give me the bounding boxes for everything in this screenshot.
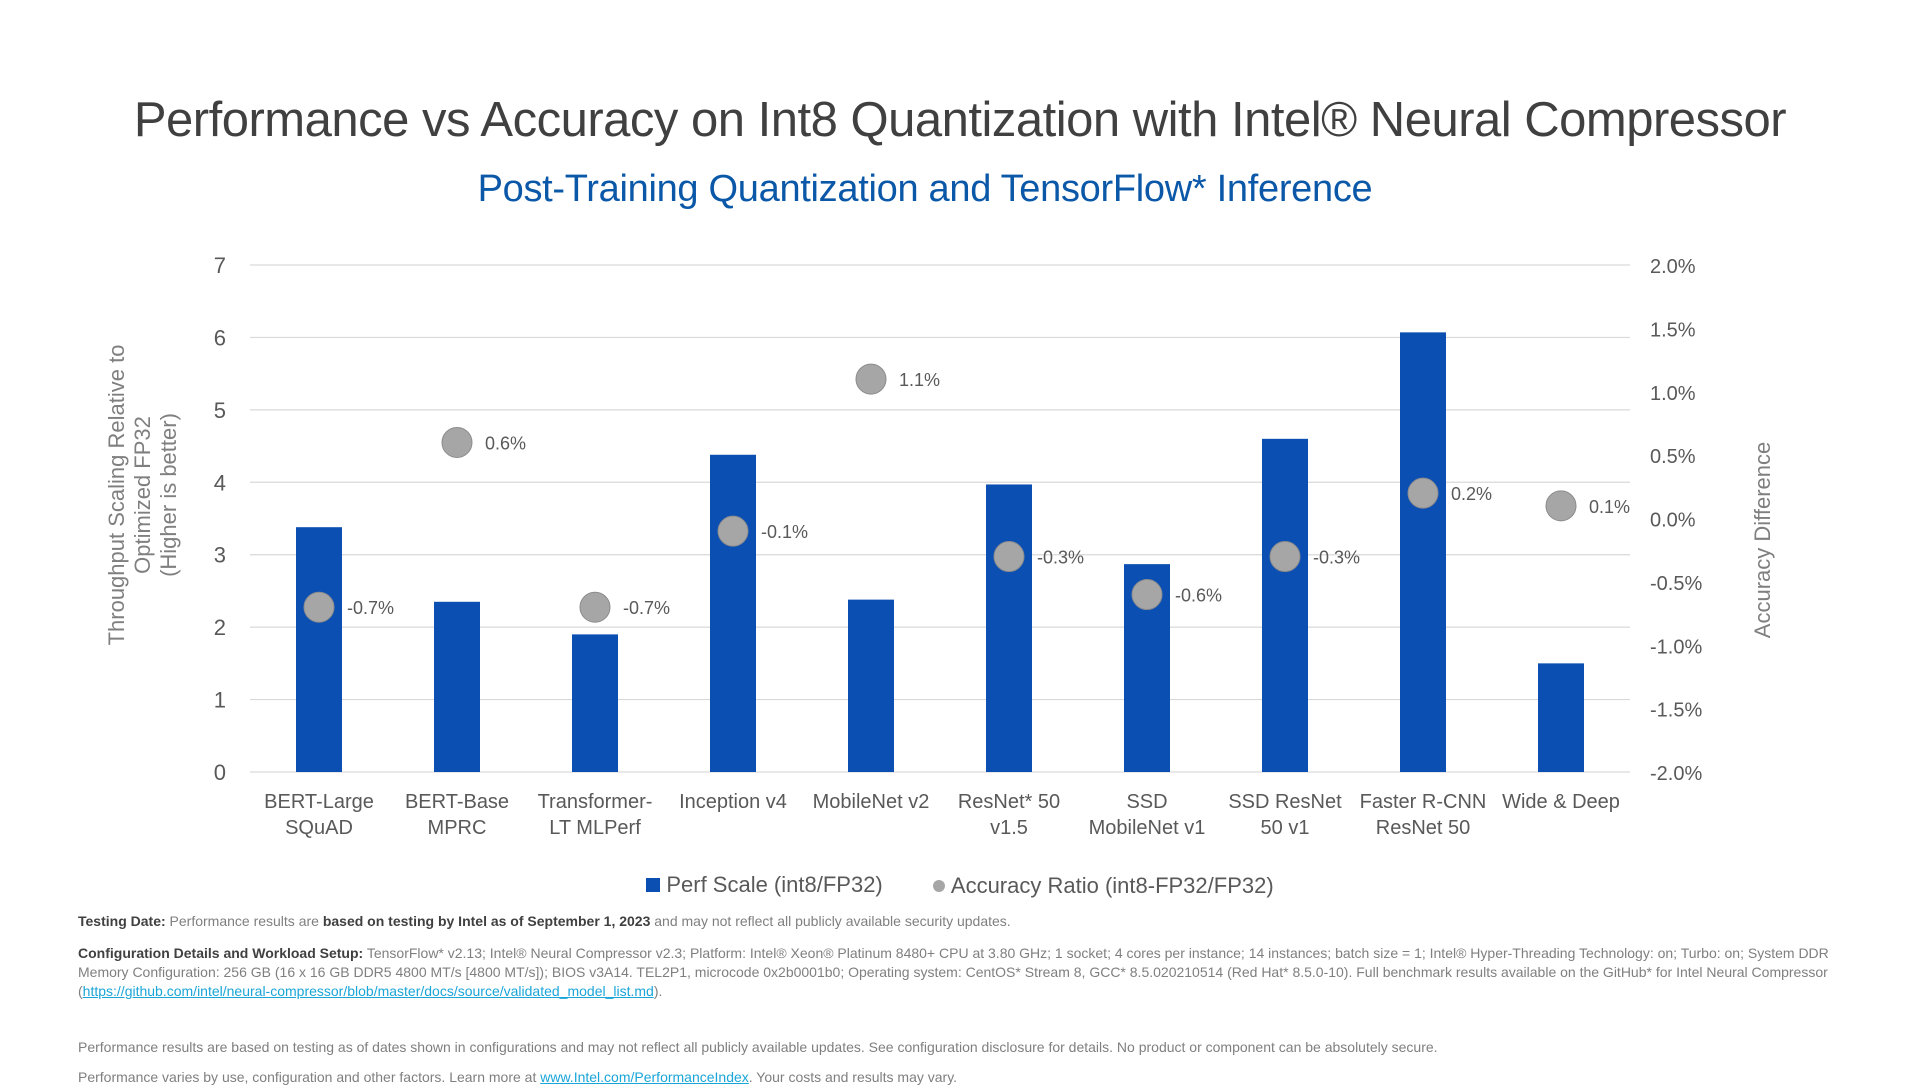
x-tick-label: ResNet* 50 xyxy=(958,791,1060,813)
y-right-tick-label: -1.5% xyxy=(1650,700,1702,722)
testing-date-text: Performance results are xyxy=(169,913,323,929)
accuracy-dot xyxy=(441,426,473,458)
x-tick-label: 50 v1 xyxy=(1261,817,1310,839)
testing-date-label: Testing Date: xyxy=(78,913,166,929)
accuracy-dot xyxy=(855,363,887,395)
x-tick-label: SSD ResNet xyxy=(1228,791,1342,813)
legend-bar-swatch xyxy=(646,878,661,892)
y-left-tick-label: 0 xyxy=(214,760,226,785)
accuracy-data-label: 0.1% xyxy=(1589,497,1630,517)
y-left-tick-label: 5 xyxy=(214,398,226,423)
x-tick-label: SSD xyxy=(1126,791,1167,813)
testing-date-bold: based on testing by Intel as of Septembe… xyxy=(322,913,651,929)
y-left-tick-label: 2 xyxy=(214,615,226,640)
disclaimer-2: Performance varies by use, configuration… xyxy=(78,1068,1848,1087)
x-axis-labels: BERT-Large SQuAD BERT-Base MPRC Transformer-… xyxy=(264,791,1620,839)
y-axis-left-label-line: (Higher is better) xyxy=(156,413,181,577)
configuration-note: Configuration Details and Workload Setup… xyxy=(78,944,1848,1001)
accuracy-data-label: -0.7% xyxy=(347,598,394,618)
accuracy-dot xyxy=(303,591,335,623)
perf-bar xyxy=(296,527,342,772)
perf-bar xyxy=(1400,332,1446,772)
testing-date-note: Testing Date: Performance results are ba… xyxy=(78,912,1848,931)
accuracy-dot xyxy=(1407,477,1439,509)
config-text: TensorFlow* v2.13; Intel® Neural Compres… xyxy=(78,945,1829,999)
y-left-tick-label: 1 xyxy=(214,688,226,713)
accuracy-data-label: 0.6% xyxy=(485,433,526,453)
disclaimer-2-end: . Your costs and results may vary. xyxy=(748,1069,958,1085)
perf-bar xyxy=(986,484,1032,772)
y-left-tick-label: 7 xyxy=(214,253,226,278)
testing-date-text-end: and may not reflect all publicly availab… xyxy=(650,913,1011,929)
dot-series: -0.7% 0.6% -0.7% -0.1% 1.1% -0.3% -0.6% -0.3% 0.… xyxy=(303,363,1630,623)
x-tick-label: MobileNet v2 xyxy=(813,791,930,813)
y-axis-right-label: Accuracy Difference xyxy=(1750,442,1775,638)
accuracy-dot xyxy=(579,591,611,623)
x-tick-label: BERT-Large xyxy=(264,791,374,813)
y-axis-left-label-line: Throughput Scaling Relative to xyxy=(104,345,129,646)
y-right-tick-label: -2.0% xyxy=(1650,763,1702,785)
legend-item-perf: Perf Scale (int8/FP32) xyxy=(646,872,883,898)
legend-item-accuracy: Accuracy Ratio (int8-FP32/FP32) xyxy=(932,873,1274,899)
accuracy-data-label: -0.3% xyxy=(1313,548,1360,568)
x-tick-label: LT MLPerf xyxy=(549,817,641,839)
accuracy-dot xyxy=(993,541,1025,573)
y-left-tick-label: 6 xyxy=(214,325,226,350)
accuracy-data-label: -0.3% xyxy=(1037,548,1084,568)
x-tick-label: Wide & Deep xyxy=(1502,791,1620,813)
accuracy-data-label: -0.6% xyxy=(1175,586,1222,606)
disclaimer-1: Performance results are based on testing… xyxy=(78,1039,1438,1055)
performance-index-link[interactable]: www.Intel.com/PerformanceIndex xyxy=(540,1069,749,1085)
y-right-tick-label: 1.0% xyxy=(1650,383,1696,405)
x-tick-label: Inception v4 xyxy=(679,791,787,813)
perf-bar xyxy=(1262,438,1308,772)
perf-bar xyxy=(848,599,894,772)
accuracy-dot xyxy=(1269,541,1301,573)
x-tick-label: SQuAD xyxy=(285,817,353,839)
accuracy-dot xyxy=(1131,579,1163,611)
y-left-tick-label: 3 xyxy=(214,543,226,568)
bar-series xyxy=(296,332,1584,772)
y-right-tick-label: 0.5% xyxy=(1650,446,1696,468)
combo-chart: 0 1 2 3 4 5 6 7 -2.0% -1.5% -1.0% -0.5% 0.0% 0.5% 1.0… xyxy=(104,253,1775,839)
y-axis-left-label-line: Optimized FP32 xyxy=(130,416,155,574)
y-left-tick-label: 4 xyxy=(214,470,226,495)
accuracy-dot xyxy=(1545,490,1577,522)
perf-bar xyxy=(572,634,618,772)
chart-legend: Perf Scale (int8/FP32) Accuracy Ratio (i… xyxy=(0,872,1920,899)
perf-bar xyxy=(434,601,480,772)
x-tick-label: Transformer- xyxy=(538,791,653,813)
perf-bar xyxy=(1538,663,1584,772)
perf-bar xyxy=(710,454,756,772)
y-axis-left-label: Throughput Scaling Relative toOptimized … xyxy=(104,345,181,646)
config-link[interactable]: https://github.com/intel/neural-compress… xyxy=(82,983,654,999)
chart-title: Performance vs Accuracy on Int8 Quantiza… xyxy=(133,93,1787,147)
y-right-tick-label: 0.0% xyxy=(1650,510,1696,532)
x-tick-label: BERT-Base xyxy=(405,791,509,813)
x-tick-label: Faster R-CNN xyxy=(1360,791,1487,813)
x-tick-label: MPRC xyxy=(428,817,487,839)
accuracy-data-label: -0.7% xyxy=(623,598,670,618)
y-right-tick-label: 1.5% xyxy=(1650,319,1696,341)
config-end: ). xyxy=(653,983,663,999)
y-right-tick-label: -1.0% xyxy=(1650,636,1702,658)
legend-dot-swatch xyxy=(932,880,945,892)
accuracy-dot xyxy=(717,515,749,547)
accuracy-data-label: 0.2% xyxy=(1451,484,1492,504)
left-axis-ticks: 0 1 2 3 4 5 6 7 xyxy=(214,253,226,785)
x-tick-label: v1.5 xyxy=(990,817,1028,839)
right-axis-ticks: -2.0% -1.5% -1.0% -0.5% 0.0% 0.5% 1.0% 1.5% 2.0% xyxy=(1650,256,1702,785)
x-tick-label: ResNet 50 xyxy=(1376,817,1471,839)
y-right-tick-label: 2.0% xyxy=(1650,256,1696,278)
accuracy-data-label: -0.1% xyxy=(761,522,808,542)
disclaimer-2-text: Performance varies by use, configuration… xyxy=(78,1069,541,1085)
legend-label-perf: Perf Scale (int8/FP32) xyxy=(666,872,883,897)
config-label: Configuration Details and Workload Setup… xyxy=(78,945,364,961)
y-right-tick-label: -0.5% xyxy=(1650,573,1702,595)
chart-subtitle: Post-Training Quantization and TensorFlo… xyxy=(477,168,1373,210)
x-tick-label: MobileNet v1 xyxy=(1089,817,1206,839)
legend-label-accuracy: Accuracy Ratio (int8-FP32/FP32) xyxy=(950,873,1274,898)
accuracy-data-label: 1.1% xyxy=(899,370,940,390)
